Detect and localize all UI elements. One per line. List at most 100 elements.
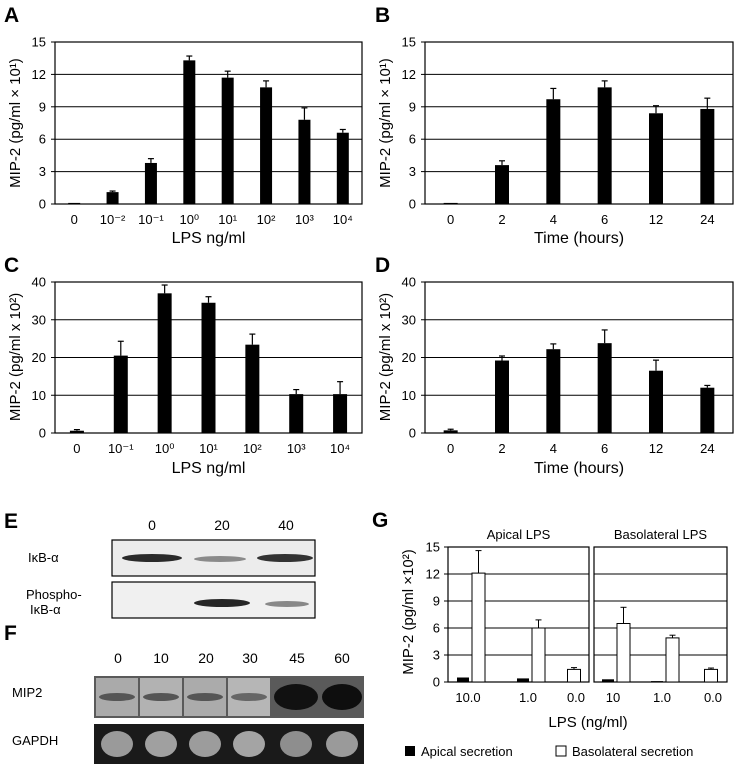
x-tick-label: 10⁻¹ xyxy=(138,212,164,227)
x-tick-label: 0.0 xyxy=(704,690,722,705)
y-tick-label: 40 xyxy=(402,275,416,290)
y-axis-label: MIP-2 (pg/ml x 10²) xyxy=(7,293,24,421)
bar-basolateral xyxy=(471,572,486,683)
blot-f-time-label: 10 xyxy=(153,650,169,666)
x-tick-label: 6 xyxy=(601,441,608,456)
bar xyxy=(597,87,612,204)
x-tick-label: 12 xyxy=(649,212,663,227)
blot-e-row2-label: IκB-α xyxy=(30,602,61,617)
blot-f-time-label: 45 xyxy=(289,650,305,666)
x-tick-label: 10.0 xyxy=(455,690,480,705)
x-tick-label: 6 xyxy=(601,212,608,227)
bar xyxy=(443,430,458,433)
x-tick-label: 10⁴ xyxy=(330,441,350,456)
blot-band xyxy=(326,731,358,757)
panel-label-f: F xyxy=(4,622,17,645)
x-tick-label: 10 xyxy=(606,690,620,705)
x-tick-label: 10¹ xyxy=(199,441,218,456)
y-tick-label: 9 xyxy=(409,99,416,114)
panel-label-e: E xyxy=(4,510,18,533)
blot-f-time-label: 30 xyxy=(242,650,258,666)
y-tick-label: 0 xyxy=(409,197,416,212)
bar xyxy=(333,394,348,433)
y-tick-label: 9 xyxy=(39,99,46,114)
bar-apical xyxy=(517,678,529,682)
x-tick-label: 10³ xyxy=(287,441,306,456)
bar xyxy=(69,430,84,433)
chart-g: 0 3 6 9 12 15 Apical LPS 10.0 1.0 0.0 Basolateral … xyxy=(400,527,728,759)
y-tick-label: 0 xyxy=(409,426,416,441)
x-tick-label: 0 xyxy=(73,441,80,456)
x-tick-label: 10² xyxy=(243,441,262,456)
bar xyxy=(144,162,157,204)
x-axis-label: LPS ng/ml xyxy=(172,230,246,247)
y-axis-label: MIP-2 (pg/ml x 10²) xyxy=(377,293,394,421)
blot-band xyxy=(280,731,312,757)
plot-frame xyxy=(424,41,734,205)
bar xyxy=(201,302,216,433)
x-tick-label: 12 xyxy=(649,441,663,456)
blot-f-time-label: 0 xyxy=(114,650,122,666)
western-blot-e: 0 20 40 IκB-α Phospho- IκB-α xyxy=(26,517,316,619)
y-tick-label: 30 xyxy=(402,312,416,327)
x-tick-label: 10⁻² xyxy=(100,212,126,227)
blot-band xyxy=(322,684,362,710)
bar xyxy=(700,387,715,433)
x-tick-label: 4 xyxy=(550,212,557,227)
bar xyxy=(106,192,119,204)
y-tick-label: 0 xyxy=(39,426,46,441)
panel-label-a: A xyxy=(4,4,19,27)
blot-band xyxy=(194,556,246,562)
bar xyxy=(298,119,311,204)
bar xyxy=(546,349,561,433)
x-tick-label: 10² xyxy=(257,212,276,227)
blot-e-time-label: 40 xyxy=(278,517,294,533)
y-tick-label: 3 xyxy=(39,164,46,179)
bar xyxy=(495,165,509,204)
blot-band xyxy=(233,731,265,757)
blot-e-time-label: 0 xyxy=(148,517,156,533)
x-tick-label: 10⁰ xyxy=(155,441,175,456)
legend-label: Apical secretion xyxy=(421,744,513,759)
y-axis-label: MIP-2 (pg/ml × 10¹) xyxy=(377,58,394,188)
northern-blot-f: 0 10 20 30 45 60 MIP2 GAPDH xyxy=(12,650,364,764)
bar xyxy=(649,113,663,204)
bar xyxy=(649,370,663,433)
x-tick-label: 10⁴ xyxy=(333,212,353,227)
bar xyxy=(336,132,349,204)
x-axis-label: Time (hours) xyxy=(534,460,624,477)
x-tick-label: 2 xyxy=(498,441,505,456)
bar-apical xyxy=(602,679,614,682)
x-tick-label: 24 xyxy=(700,212,714,227)
blot-band xyxy=(231,693,267,701)
y-tick-label: 30 xyxy=(32,312,46,327)
blot-f-row1-label: MIP2 xyxy=(12,685,42,700)
subplot-title: Basolateral LPS xyxy=(614,527,708,542)
bar xyxy=(443,202,458,204)
y-tick-label: 12 xyxy=(426,567,440,582)
plot-frame xyxy=(424,281,734,434)
panel-label-c: C xyxy=(4,254,19,277)
y-tick-label: 3 xyxy=(409,164,416,179)
bar xyxy=(260,87,273,204)
x-tick-label: 24 xyxy=(700,441,714,456)
blot-band xyxy=(143,693,179,701)
panel-label-d: D xyxy=(375,254,390,277)
x-tick-label: 0 xyxy=(71,212,78,227)
blot-band xyxy=(189,731,221,757)
x-tick-label: 1.0 xyxy=(653,690,671,705)
legend-swatch-apical xyxy=(405,746,415,756)
blot-e-time-label: 20 xyxy=(214,517,230,533)
blot-band xyxy=(194,599,250,607)
y-tick-label: 40 xyxy=(32,275,46,290)
bar xyxy=(157,293,172,433)
y-tick-label: 20 xyxy=(32,350,46,365)
y-tick-label: 10 xyxy=(402,388,416,403)
blot-band xyxy=(265,601,309,607)
blot-band xyxy=(257,554,313,562)
bar-apical xyxy=(457,677,469,682)
legend-swatch-basolateral xyxy=(555,745,567,757)
x-tick-label: 2 xyxy=(498,212,505,227)
bar xyxy=(245,344,260,433)
